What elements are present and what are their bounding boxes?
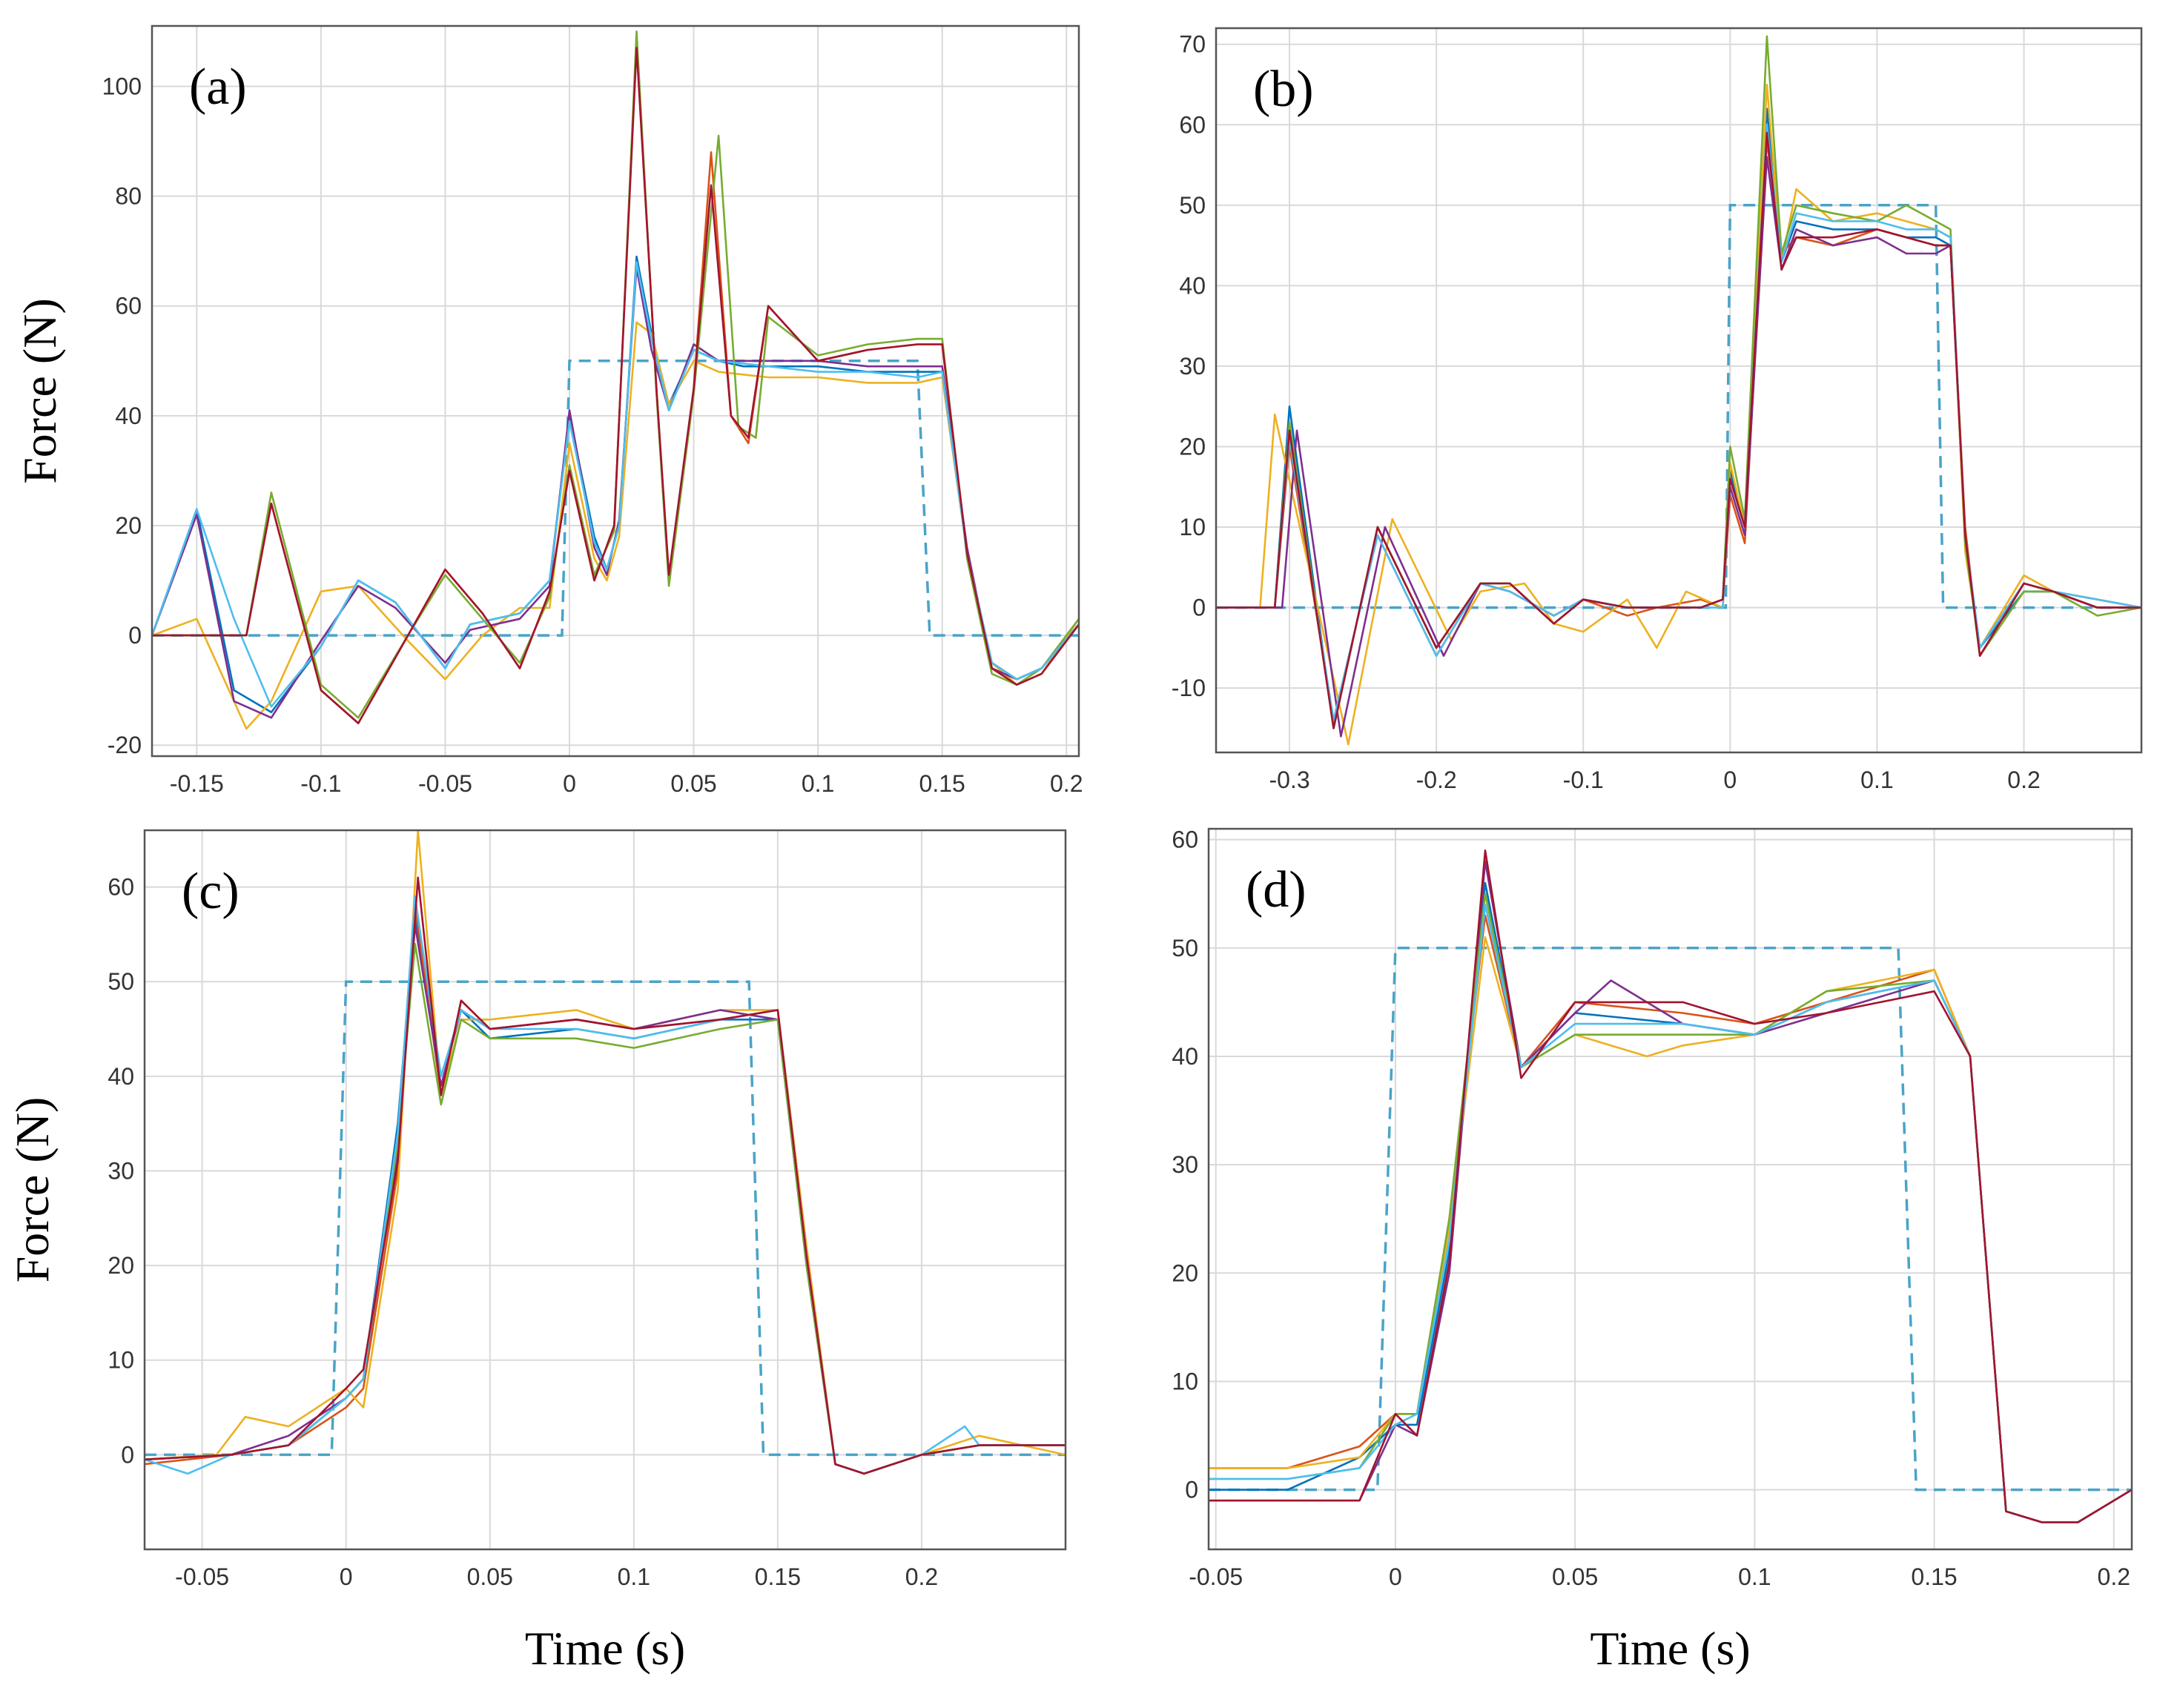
x-tick-label: -0.1 — [1563, 767, 1604, 793]
x-tick-label: -0.15 — [170, 770, 224, 797]
x-tick-label: 0.1 — [618, 1563, 650, 1590]
panel-label: (d) — [1246, 861, 1307, 918]
y-tick-label: 20 — [108, 1252, 134, 1279]
x-tick-label: 0 — [1723, 767, 1737, 793]
axes-frame — [151, 24, 1080, 758]
y-tick-label: 10 — [1172, 1368, 1198, 1394]
series-line-trial-7 — [145, 876, 1066, 1475]
plot-area — [152, 26, 1079, 756]
y-tick-label: 0 — [121, 1441, 134, 1468]
y-tick-label: 60 — [108, 874, 134, 901]
y-tick-label: 0 — [1185, 1477, 1198, 1503]
y-tick-label: 60 — [1179, 111, 1206, 138]
y-tick-label: 0 — [128, 622, 142, 649]
x-tick-label: -0.1 — [300, 770, 341, 797]
y-tick-label: 20 — [1179, 433, 1206, 460]
plot-area — [1209, 829, 2132, 1549]
y-tick-label: 40 — [1179, 272, 1206, 299]
y-tick-label: 50 — [108, 968, 134, 995]
x-tick-label: 0.2 — [1050, 770, 1083, 797]
y-tick-label: 100 — [102, 73, 142, 99]
x-tick-label: 0 — [1389, 1563, 1402, 1590]
x-tick-label: 0.15 — [1911, 1563, 1957, 1590]
x-tick-label: 0.2 — [905, 1563, 938, 1590]
x-tick-label: 0 — [563, 770, 576, 797]
y-tick-label: 40 — [1172, 1043, 1198, 1070]
panel-label: (b) — [1253, 61, 1314, 118]
x-tick-label: 0.15 — [919, 770, 965, 797]
series-line-trial-7 — [152, 47, 1079, 724]
x-tick-label: 0.05 — [467, 1563, 513, 1590]
reference-step-line — [1209, 947, 2132, 1492]
y-tick-label: 20 — [115, 512, 142, 539]
x-tick-label: 0.05 — [670, 770, 716, 797]
plot-area — [145, 830, 1066, 1549]
y-tick-label: 10 — [108, 1347, 134, 1374]
y-tick-label: 60 — [115, 293, 142, 320]
plot-area — [1216, 28, 2141, 752]
x-axis-label: Time (s) — [1590, 1622, 1750, 1675]
y-tick-label: 50 — [1179, 192, 1206, 219]
x-tick-label: -0.05 — [418, 770, 472, 797]
y-tick-label: 60 — [1172, 827, 1198, 853]
y-tick-label: 0 — [1192, 595, 1206, 621]
panel-label: (a) — [189, 59, 247, 116]
axes-frame — [143, 829, 1067, 1551]
y-tick-label: 70 — [1179, 31, 1206, 58]
x-tick-label: 0.2 — [2007, 767, 2040, 793]
series-line-trial-7 — [1209, 849, 2132, 1523]
y-tick-label: 40 — [115, 403, 142, 429]
x-tick-label: 0.1 — [1860, 767, 1893, 793]
y-tick-label: 80 — [115, 183, 142, 210]
x-tick-label: -0.05 — [1189, 1563, 1243, 1590]
x-tick-label: 0.2 — [2098, 1563, 2130, 1590]
panel-label: (c) — [182, 863, 240, 920]
y-axis-label: Force (N) — [6, 1097, 59, 1283]
x-axis-label: Time (s) — [525, 1622, 685, 1675]
y-tick-label: -10 — [1172, 675, 1206, 701]
x-tick-label: 0 — [340, 1563, 353, 1590]
y-axis-label: Force (N) — [13, 298, 66, 484]
panel-c: -0.05 0 0.05 0.1 0.15 0.2 0 10 20 30 40 50 60 (c) Forc… — [6, 829, 1067, 1675]
x-tick-label: 0.1 — [1738, 1563, 1771, 1590]
x-tick-label: -0.3 — [1269, 767, 1309, 793]
panel-b: -0.3 -0.2 -0.1 0 0.1 0.2 -10 0 10 20 30 40 50 60 70 (b) — [1172, 27, 2143, 793]
panel-a: -0.15 -0.1 -0.05 0 0.05 0.1 0.15 0.2 -20 0 20 40 60 8… — [13, 24, 1083, 797]
x-tick-label: 0.1 — [802, 770, 834, 797]
y-tick-label: -20 — [108, 732, 142, 758]
axes-frame — [1215, 27, 2143, 754]
panel-d: -0.05 0 0.05 0.1 0.15 0.2 0 10 20 30 40 50 60 (d) Time… — [1172, 827, 2133, 1675]
y-tick-label: 30 — [108, 1157, 134, 1184]
y-tick-label: 40 — [108, 1063, 134, 1090]
y-tick-label: 30 — [1179, 353, 1206, 380]
series-line-trial-6 — [152, 261, 1079, 708]
y-tick-label: 30 — [1172, 1151, 1198, 1178]
y-tick-label: 20 — [1172, 1260, 1198, 1286]
series-line-trial-7 — [1216, 131, 2141, 729]
axes-frame — [1207, 827, 2133, 1551]
x-tick-label: 0.15 — [755, 1563, 801, 1590]
y-tick-label: 10 — [1179, 514, 1206, 540]
x-tick-label: 0.05 — [1552, 1563, 1598, 1590]
y-tick-label: 50 — [1172, 935, 1198, 961]
reference-step-line — [145, 980, 1066, 1457]
x-tick-label: -0.2 — [1416, 767, 1457, 793]
x-tick-label: -0.05 — [175, 1563, 229, 1590]
